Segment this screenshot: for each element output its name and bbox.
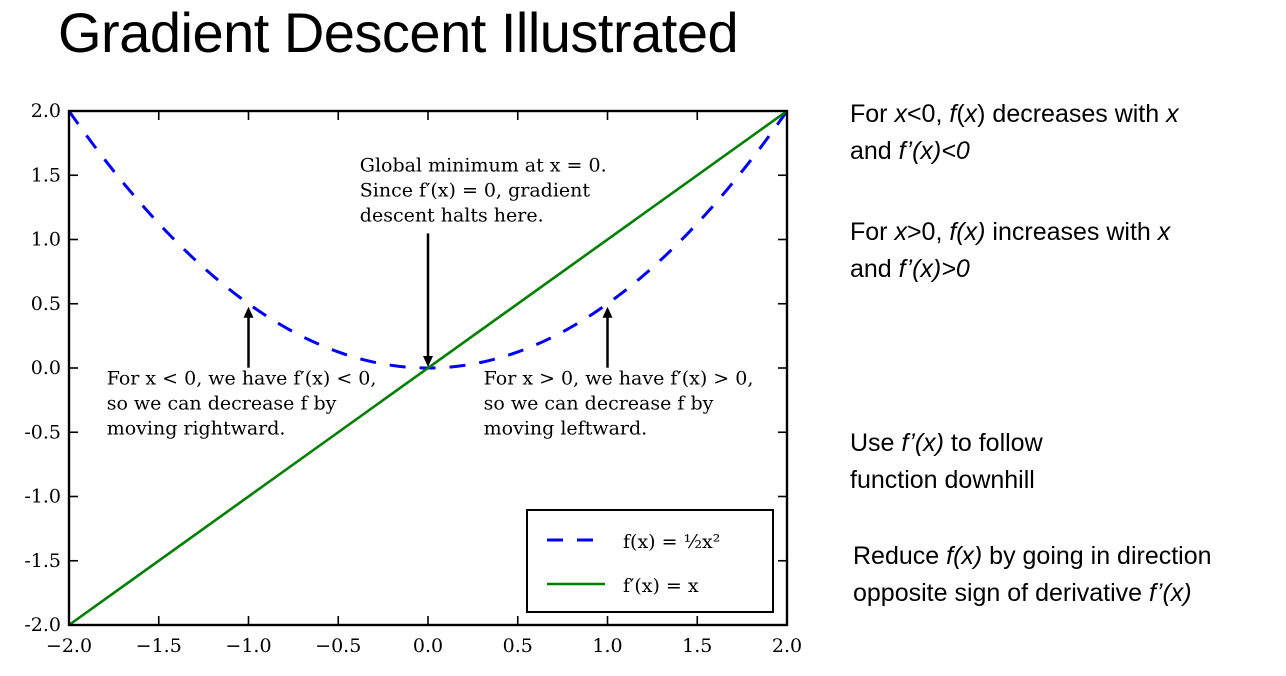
side-note-reduce-f: Reduce f(x) by going in direction opposi… <box>853 538 1212 612</box>
side-note-line: Use f’(x) to follow <box>850 429 1043 457</box>
side-note-line: and f’(x)<0 <box>850 137 970 165</box>
y-tick-label: 1.0 <box>31 229 61 251</box>
annotation: For x < 0, we have f′(x) < 0, so we can d… <box>107 306 377 440</box>
arrow-head <box>423 356 433 367</box>
annotation-text: so we can decrease f by <box>107 393 337 415</box>
series-layer <box>67 109 789 627</box>
slide-title: Gradient Descent Illustrated <box>58 1 739 64</box>
legend: f(x) = ½x² f′(x) = x <box>526 509 774 613</box>
annotation-text: For x > 0, we have f′(x) > 0, <box>484 368 754 390</box>
x-tick-label: 0.5 <box>503 635 533 657</box>
x-tick-label: 1.5 <box>682 635 712 657</box>
annotation-text: Global minimum at x = 0. <box>360 154 607 176</box>
legend-label-f: f(x) = ½x² <box>623 531 720 553</box>
side-note-follow-downhill: Use f’(x) to follow function downhill <box>850 425 1043 499</box>
side-note-line: Reduce f(x) by going in direction <box>853 542 1212 570</box>
y-tick-label: 1.5 <box>31 164 61 186</box>
annotation-text: descent halts here. <box>360 204 544 226</box>
y-tick-label: -0.5 <box>24 421 61 443</box>
annotation-text: For x < 0, we have f′(x) < 0, <box>107 368 377 390</box>
annotation-text: moving leftward. <box>484 418 648 440</box>
side-note-line: For x>0, f(x) increases with x <box>850 218 1171 246</box>
legend-box <box>526 509 774 613</box>
y-tick-label: 0.0 <box>31 357 61 379</box>
x-tick-label: 0.0 <box>413 635 443 657</box>
x-tick-label: −1.0 <box>225 635 271 657</box>
x-tick-label: −0.5 <box>315 635 361 657</box>
annotation-text: Since f′(x) = 0, gradient <box>360 179 591 201</box>
side-note-line: function downhill <box>850 466 1035 494</box>
annotation-layer: Global minimum at x = 0. Since f′(x) = 0,… <box>107 154 754 439</box>
annotation: For x > 0, we have f′(x) > 0, so we can d… <box>484 306 754 440</box>
x-tick-label: −2.0 <box>46 635 92 657</box>
y-tick-label: 2.0 <box>31 100 61 122</box>
annotation-text: moving rightward. <box>107 418 286 440</box>
side-note-positive-x: For x>0, f(x) increases with x and f’(x)… <box>850 214 1170 288</box>
arrow-head <box>243 306 254 318</box>
y-tick-label: -2.0 <box>24 614 61 636</box>
x-tick-label: 1.0 <box>592 635 622 657</box>
y-tick-label: -1.0 <box>24 486 61 508</box>
side-note-line: opposite sign of derivative f’(x) <box>853 579 1192 607</box>
series-f-prime <box>68 109 788 627</box>
axes-layer: −2.0 −1.5 −1.0 −0.5 0.0 0.5 1.0 1.5 2.0 2.0 1.5 1.0… <box>24 100 802 657</box>
annotation: Global minimum at x = 0. Since f′(x) = 0,… <box>360 154 607 367</box>
y-tick-label: -1.5 <box>24 550 61 572</box>
side-note-line: and f’(x)>0 <box>850 255 970 283</box>
arrow-head <box>602 306 613 318</box>
y-tick-label: 0.5 <box>31 293 61 315</box>
x-tick-label: 2.0 <box>772 635 802 657</box>
annotation-text: so we can decrease f by <box>484 393 714 415</box>
side-note-line: For x<0, f(x) decreases with x <box>850 100 1179 128</box>
x-tick-label: −1.5 <box>136 635 182 657</box>
legend-label-fprime: f′(x) = x <box>623 575 699 597</box>
side-note-negative-x: For x<0, f(x) decreases with x and f’(x)… <box>850 96 1179 170</box>
